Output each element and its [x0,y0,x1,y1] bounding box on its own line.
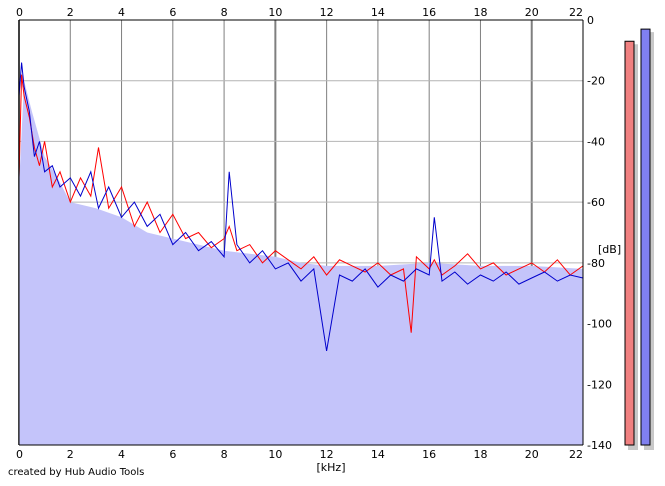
x-tick-label-bottom: 2 [67,448,74,461]
y-tick-label: -120 [587,378,612,391]
level-meter-bar [640,28,651,446]
y-tick-label: -40 [587,135,605,148]
chart-axes: 002244668810101212141416161818202022220-… [16,6,612,461]
credit-text: created by Hub Audio Tools [8,467,145,478]
x-tick-label-top: 20 [525,6,539,19]
chart-lines-layer [18,62,584,351]
x-tick-label-bottom: 22 [569,448,583,461]
y-tick-label: -140 [587,439,612,452]
y-tick-label: -20 [587,75,605,88]
x-tick-label-bottom: 16 [422,448,436,461]
x-tick-label-top: 16 [422,6,436,19]
y-tick-label: 0 [587,14,594,27]
y-tick-label: -80 [587,257,605,270]
x-tick-label-bottom: 12 [320,448,334,461]
x-tick-label-bottom: 8 [221,448,228,461]
x-tick-label-bottom: 6 [169,448,176,461]
x-tick-label-bottom: 14 [371,448,385,461]
level-meters [624,28,654,450]
spectrum-line-red [18,74,584,333]
x-tick-label-top: 22 [569,6,583,19]
x-tick-label-top: 4 [118,6,125,19]
x-tick-label-top: 14 [371,6,385,19]
spectrum-floor-area [19,80,583,445]
x-tick-label-bottom: 10 [268,448,282,461]
y-tick-label: -100 [587,318,612,331]
x-axis-label: [kHz] [317,461,346,474]
x-tick-label-top: 2 [67,6,74,19]
x-tick-label-top: 10 [268,6,282,19]
y-tick-label: -60 [587,196,605,209]
x-tick-label-top: 12 [320,6,334,19]
x-tick-label-top: 8 [221,6,228,19]
x-tick-label-bottom: 4 [118,448,125,461]
x-tick-label-bottom: 20 [525,448,539,461]
x-tick-label-top: 6 [169,6,176,19]
chart-area-layer [19,80,583,445]
level-meter-bar [624,40,635,446]
y-axis-label: [dB] [598,243,621,256]
spectrum-line-blue [18,62,584,351]
x-tick-label-bottom: 0 [16,448,23,461]
x-tick-label-bottom: 18 [473,448,487,461]
x-tick-label-top: 18 [473,6,487,19]
x-tick-label-top: 0 [16,6,23,19]
